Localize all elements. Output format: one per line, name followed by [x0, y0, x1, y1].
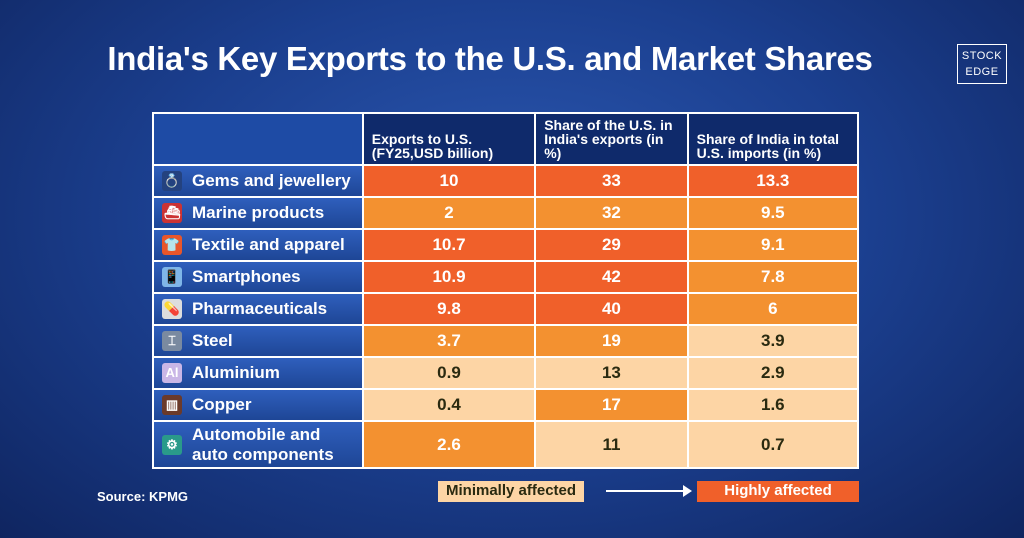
aluminium-element-icon: Al [162, 363, 182, 384]
value-cell: 10.9 [361, 260, 537, 294]
shirt-icon: 👕 [162, 235, 182, 256]
row-label-text: Pharmaceuticals [192, 299, 328, 319]
table-row: Al Aluminium 0.9 13 2.9 [152, 356, 860, 390]
value-cell: 9.8 [361, 292, 537, 326]
row-label-text: Aluminium [192, 363, 280, 383]
value-cell: 29 [534, 228, 689, 262]
auto-components-icon: ⚙ [162, 434, 182, 455]
medicine-icon: 💊 [162, 299, 182, 320]
row-label: 💊 Pharmaceuticals [152, 292, 364, 326]
steel-beam-icon: ⌶ [162, 331, 182, 352]
table-row: 💊 Pharmaceuticals 9.8 40 6 [152, 292, 860, 326]
row-label: ⛴ Marine products [152, 196, 364, 230]
jewellery-icon: 💍 [162, 171, 182, 192]
stockedge-logo: STOCK EDGE [957, 44, 1007, 84]
value-cell: 0.9 [361, 356, 537, 390]
row-label-text: Gems and jewellery [192, 171, 351, 191]
value-cell: 3.7 [361, 324, 537, 358]
value-cell: 10.7 [361, 228, 537, 262]
smartphone-icon: 📱 [162, 267, 182, 288]
row-label: 📱 Smartphones [152, 260, 364, 294]
value-cell: 13 [534, 356, 689, 390]
row-label-text: Textile and apparel [192, 235, 345, 255]
row-label: 💍 Gems and jewellery [152, 164, 364, 198]
value-cell: 13.3 [686, 164, 860, 198]
value-cell: 2 [361, 196, 537, 230]
legend-arrow [606, 485, 692, 497]
row-label: ⚙ Automobile and auto components [152, 420, 364, 469]
value-cell: 10 [361, 164, 537, 198]
value-cell: 0.4 [361, 388, 537, 422]
copper-coil-icon: ▥ [162, 395, 182, 416]
row-label: Al Aluminium [152, 356, 364, 390]
column-header: Share of India in total U.S. imports (in… [686, 112, 860, 166]
row-label-text: Copper [192, 395, 252, 415]
value-cell: 42 [534, 260, 689, 294]
legend-minimally-affected: Minimally affected [438, 481, 585, 502]
table-row: ⚙ Automobile and auto components 2.6 11 0.7 [152, 420, 860, 469]
value-cell: 3.9 [686, 324, 860, 358]
value-cell: 19 [534, 324, 689, 358]
table-row: ▥ Copper 0.4 17 1.6 [152, 388, 860, 422]
row-label-text: Marine products [192, 203, 325, 223]
column-header: Share of the U.S. in India's exports (in… [534, 112, 689, 166]
table-row: 📱 Smartphones 10.9 42 7.8 [152, 260, 860, 294]
row-label-text: Steel [192, 331, 233, 351]
table-row: 👕 Textile and apparel 10.7 29 9.1 [152, 228, 860, 262]
value-cell: 2.6 [361, 420, 537, 469]
table-row: 💍 Gems and jewellery 10 33 13.3 [152, 164, 860, 198]
row-label-text: Smartphones [192, 267, 301, 287]
value-cell: 33 [534, 164, 689, 198]
value-cell: 9.1 [686, 228, 860, 262]
column-header: Exports to U.S. (FY25,USD billion) [361, 112, 537, 166]
source-note: Source: KPMG [97, 489, 189, 504]
value-cell: 32 [534, 196, 689, 230]
legend-highly-affected: Highly affected [697, 481, 859, 502]
value-cell: 40 [534, 292, 689, 326]
ship-icon: ⛴ [162, 203, 182, 224]
row-label: 👕 Textile and apparel [152, 228, 364, 262]
value-cell: 7.8 [686, 260, 860, 294]
row-label-text: Automobile and auto components [192, 424, 334, 464]
value-cell: 9.5 [686, 196, 860, 230]
row-label: ▥ Copper [152, 388, 364, 422]
table-row: ⛴ Marine products 2 32 9.5 [152, 196, 860, 230]
table-row: ⌶ Steel 3.7 19 3.9 [152, 324, 860, 358]
value-cell: 6 [686, 292, 860, 326]
value-cell: 2.9 [686, 356, 860, 390]
value-cell: 11 [534, 420, 689, 469]
row-label: ⌶ Steel [152, 324, 364, 358]
value-cell: 17 [534, 388, 689, 422]
exports-table: Exports to U.S. (FY25,USD billion) Share … [152, 112, 860, 469]
page-title: India's Key Exports to the U.S. and Mark… [107, 40, 873, 77]
column-header [152, 112, 364, 166]
value-cell: 0.7 [686, 420, 860, 469]
value-cell: 1.6 [686, 388, 860, 422]
